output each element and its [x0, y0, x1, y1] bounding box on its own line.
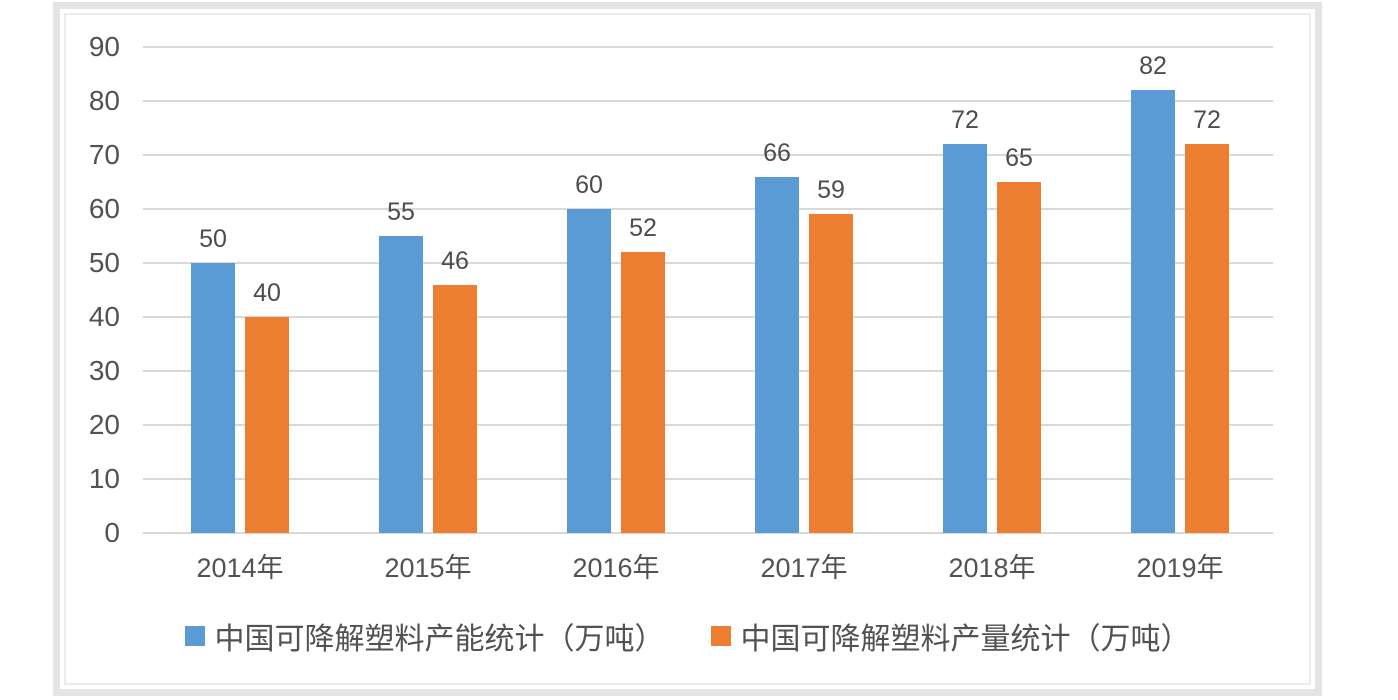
bar-value-label: 65 [1005, 144, 1033, 172]
bar-series0-2016年 [567, 209, 611, 533]
gridline-90 [143, 46, 1273, 48]
bar-series1-2015年 [433, 284, 477, 533]
bar-series0-2017年 [755, 176, 799, 533]
bar-value-label: 46 [441, 246, 469, 275]
legend-swatch-icon [184, 626, 205, 646]
legend: 中国可降解塑料产能统计（万吨） 中国可降解塑料产量统计（万吨） [61, 612, 1314, 660]
bar-series0-2015年 [379, 236, 423, 533]
bar-value-label: 72 [951, 106, 979, 135]
gridline-60 [143, 208, 1273, 210]
y-axis-tick-label: 40 [88, 301, 120, 332]
bar-value-label: 55 [387, 198, 415, 226]
bar-series0-2014年 [191, 263, 235, 533]
legend-swatch-icon [710, 626, 731, 646]
bar-series1-2014年 [245, 317, 289, 533]
gridline-80 [143, 100, 1273, 102]
legend-item-label: 中国可降解塑料产能统计（万吨） [214, 623, 665, 656]
x-axis-tick-label: 2019年 [1136, 553, 1224, 583]
bar-value-label: 72 [1193, 106, 1221, 135]
gridline-70 [143, 154, 1273, 156]
gridline-30 [143, 370, 1273, 372]
legend-item-series0: 中国可降解塑料产能统计（万吨） [184, 614, 665, 658]
gridline-10 [143, 478, 1273, 480]
gridline-0 [143, 532, 1273, 534]
x-axis-tick-label: 2015年 [384, 553, 472, 583]
y-axis-tick-label: 50 [88, 247, 120, 278]
bar-value-label: 50 [199, 225, 227, 253]
bar-value-label: 60 [575, 171, 603, 199]
bar-series1-2019年 [1185, 144, 1229, 533]
x-axis-tick-label: 2014年 [196, 553, 284, 583]
bar-value-label: 52 [629, 214, 657, 243]
bar-series0-2018年 [943, 144, 987, 533]
y-axis-tick-label: 10 [88, 463, 120, 494]
bar-series0-2019年 [1131, 90, 1175, 533]
x-axis-tick-label: 2018年 [948, 553, 1036, 583]
legend-item-label: 中国可降解塑料产量统计（万吨） [740, 623, 1191, 656]
x-axis-tick-label: 2017年 [760, 553, 848, 583]
bar-value-label: 40 [253, 279, 281, 307]
bar-value-label: 66 [763, 138, 791, 167]
y-axis-tick-label: 60 [88, 193, 120, 224]
gridline-20 [143, 424, 1273, 426]
legend-item-series1: 中国可降解塑料产量统计（万吨） [710, 614, 1191, 658]
y-axis-tick-label: 20 [88, 409, 120, 440]
y-axis-tick-label: 0 [104, 517, 120, 548]
y-axis-tick-label: 80 [88, 85, 120, 116]
bar-value-label: 82 [1139, 52, 1167, 81]
y-axis-tick-label: 70 [88, 139, 120, 170]
bar-series1-2017年 [809, 214, 853, 533]
y-axis-tick-label: 90 [88, 31, 120, 62]
bar-value-label: 59 [817, 176, 845, 205]
y-axis-tick-label: 30 [88, 355, 120, 386]
gridline-50 [143, 262, 1273, 264]
gridline-40 [143, 316, 1273, 318]
bar-series1-2016年 [621, 252, 665, 533]
bar-series1-2018年 [997, 182, 1041, 533]
x-axis-tick-label: 2016年 [572, 553, 660, 583]
